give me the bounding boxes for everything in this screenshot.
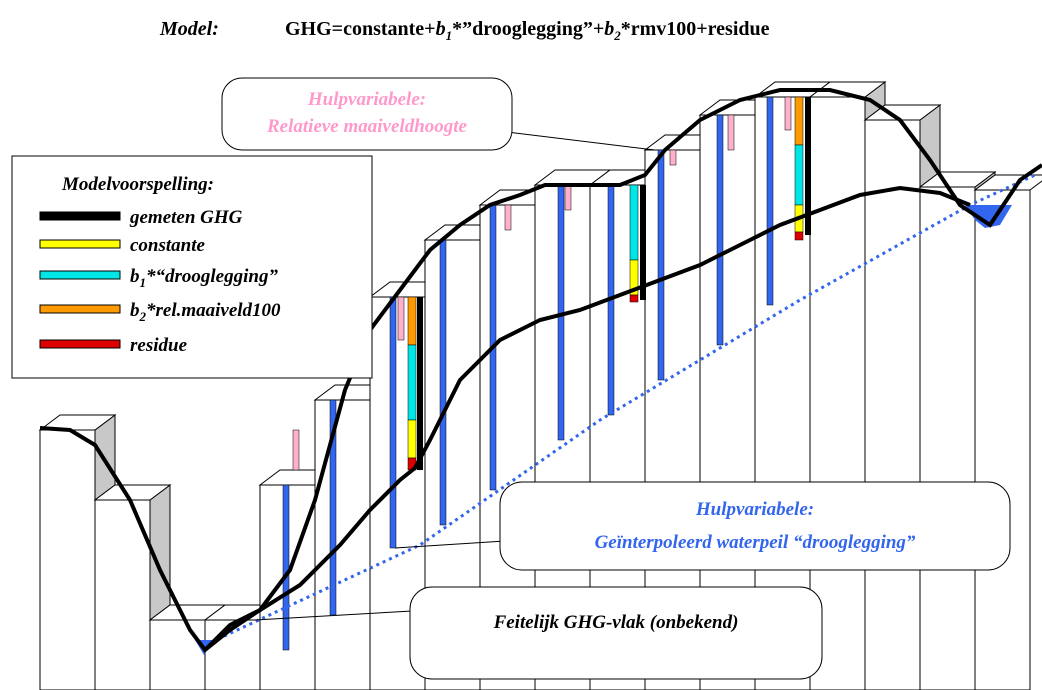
pointer: [394, 539, 521, 549]
prediction-segment: [407, 419, 417, 459]
legend-label-part: b: [130, 300, 140, 321]
rmv-bar: [669, 149, 677, 166]
column-front: [974, 189, 1031, 690]
rmv-bar: [727, 114, 735, 151]
legend-label-part: gemeten GHG: [129, 207, 243, 228]
prediction-segment: [629, 294, 639, 303]
callout-text: Feitelijk GHG-vlak (onbekend): [493, 612, 739, 633]
legend-swatch: [39, 239, 121, 249]
legend-label-part: *“drooglegging”: [146, 266, 278, 287]
legend-label: b1*“drooglegging”: [130, 266, 278, 290]
drooglegging-bar: [439, 239, 447, 526]
prediction-segment: [407, 296, 417, 346]
rmv-bar: [784, 96, 792, 131]
pointer: [489, 129, 656, 151]
callout-box: [499, 481, 1011, 571]
lower-curve: [203, 185, 971, 652]
prediction-segment: [794, 144, 804, 206]
legend: Modelvoorspelling: gemeten GHG constante b…: [11, 155, 373, 379]
legend-label-part: constante: [130, 235, 206, 256]
column-front: [39, 429, 96, 690]
gemeten-ghg-curve: [39, 88, 1042, 654]
prediction-segment: [629, 184, 639, 261]
drooglegging-bar: [716, 114, 724, 346]
drooglegging-bar: [329, 399, 337, 616]
rmv-bar: [397, 296, 405, 341]
legend-swatch: [39, 304, 121, 314]
rmv-bar: [564, 184, 572, 211]
legend-items: gemeten GHGconstanteb1*“drooglegging”b2*…: [39, 207, 281, 356]
callout-box: [409, 586, 823, 680]
callout-text: Geïnterpoleerd waterpeil “drooglegging”: [595, 532, 916, 553]
drooglegging-bar: [282, 484, 290, 651]
legend-label-part: 1: [140, 275, 147, 290]
gemeten-bar: [805, 97, 811, 235]
column-front: [864, 119, 921, 690]
column-front: [94, 499, 151, 690]
callout-right: Hulpvariabele: Geïnterpoleerd waterpeil …: [394, 481, 1011, 571]
legend-label: residue: [130, 335, 188, 356]
pointer: [254, 609, 431, 621]
prediction-segment: [794, 231, 804, 241]
legend-swatch: [39, 211, 121, 221]
drooglegging-bar: [766, 96, 774, 306]
legend-label: gemeten GHG: [129, 207, 243, 228]
gemeten-bar: [640, 185, 646, 300]
drooglegging-bar: [389, 296, 397, 549]
drooglegging-bar: [657, 149, 665, 381]
legend-swatch: [39, 270, 121, 280]
gemeten-bar: [417, 297, 423, 470]
legend-label: constante: [130, 235, 206, 256]
rmv-bar: [292, 429, 300, 471]
legend-title: Modelvoorspelling:: [61, 174, 214, 195]
callout-text: Hulpvariabele:: [307, 89, 426, 110]
curves: [39, 88, 1042, 655]
prediction-segment: [407, 344, 417, 421]
rmv-bar: [504, 204, 512, 231]
callout-box: [221, 77, 513, 151]
legend-label-part: *rel.maaiveld100: [146, 300, 281, 321]
model-line: [204, 173, 1036, 647]
prediction-segment: [794, 96, 804, 146]
legend-label-part: b: [130, 266, 140, 287]
title: Model: GHG=constante+b1*”drooglegging”+b2…: [159, 18, 770, 43]
callout-text: Relatieve maaiveldhoogte: [266, 116, 468, 137]
legend-label: b2*rel.maaiveld100: [130, 300, 281, 324]
column-front: [149, 619, 206, 690]
legend-swatch: [39, 339, 121, 349]
column-front: [919, 186, 976, 690]
callout-top: Hulpvariabele: Relatieve maaiveldhoogte: [221, 77, 656, 151]
callout-bottom: Feitelijk GHG-vlak (onbekend): [254, 586, 823, 680]
legend-label-part: 2: [139, 309, 147, 324]
callout-text: Hulpvariabele:: [695, 499, 814, 520]
legend-label-part: residue: [130, 335, 188, 356]
